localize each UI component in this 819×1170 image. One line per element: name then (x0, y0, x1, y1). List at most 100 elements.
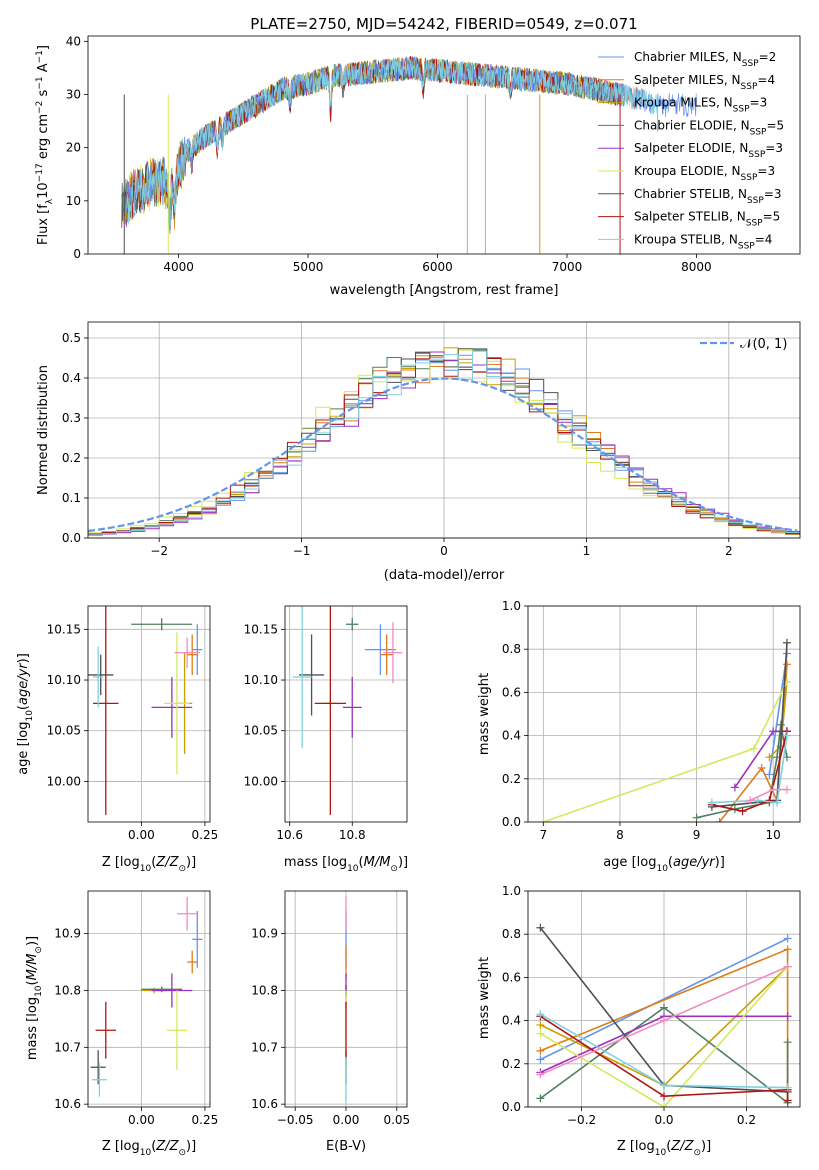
age-Z-xlabel: Z [log10(Z/Z⊙)] (102, 855, 196, 874)
mass-weight-marker-kroupa_stelib (707, 798, 716, 807)
y-tick-label: 10.9 (251, 927, 278, 941)
legend-normal-label: 𝒩(0, 1) (740, 337, 787, 352)
residuals-ylabel: Normed distribution (36, 365, 51, 495)
y-tick-label: 0.6 (502, 685, 521, 699)
mass-weight-marker-kroupa_miles (765, 753, 774, 762)
axes-frame (527, 605, 801, 823)
y-tick-label: 10.00 (47, 774, 81, 788)
mass-weight-marker-salpeter_miles (757, 764, 766, 772)
axes-mass_vs_ebv: −0.05 0.00 0.05 10.6 10.7 10.8 10.9 (251, 890, 410, 1127)
mass-weight-marker-kroupa_stelib (782, 731, 791, 740)
x-tick-label: −0.05 (277, 1113, 314, 1127)
mw-age-xlabel: age [log10(age/yr)] (603, 855, 725, 874)
spectrum-xlabel: wavelength [Angstrom, rest frame] (330, 283, 559, 298)
mass-weight-line-kroupa_stelib (711, 735, 788, 804)
x-tick-label: 8 (616, 828, 624, 842)
y-tick-label: 10 (66, 194, 81, 208)
x-tick-label: 0.05 (383, 1113, 410, 1127)
y-tick-label: 10.05 (47, 724, 81, 738)
mass-weight-marker-chabrier_elodie (692, 813, 701, 822)
age-Z-ylabel: age [log10(age/yr)] (16, 653, 35, 775)
mass-weight-marker-pink_extra (769, 785, 778, 794)
y-tick-label: 0.0 (502, 1100, 521, 1114)
histogram-kroupa_stelib (88, 350, 800, 536)
y-tick-label: 0.8 (502, 927, 521, 941)
axes-frame (87, 890, 211, 1108)
mass-weight-marker-kroupa_stelib (773, 798, 782, 807)
y-tick-label: 0.2 (502, 772, 521, 786)
axes-age_vs_Z: 0.00 0.25 10.00 10.05 10.10 10.15 (47, 605, 218, 842)
mass-weight-line-salpeter_stelib (711, 731, 788, 813)
axes-age_vs_mass: 10.6 10.8 10.00 10.05 10.10 10.15 (244, 605, 408, 842)
mass-ebv-xlabel: E(B-V) (326, 1139, 366, 1154)
y-tick-label: 0.1 (62, 491, 81, 505)
x-tick-label: 1 (583, 544, 591, 558)
mw-Z-xlabel: Z [log10(Z/Z⊙)] (617, 1139, 711, 1158)
legend-label-kroupa_elodie: Kroupa ELODIE, NSSP=3 (634, 164, 775, 183)
spectrum-line-kroupa_stelib (126, 57, 658, 235)
y-tick-label: 10.9 (54, 927, 81, 941)
mw-age-ylabel: mass weight (477, 673, 492, 755)
legend-label-kroupa_stelib: Kroupa STELIB, NSSP=4 (634, 232, 772, 251)
x-tick-label: 8000 (681, 260, 712, 274)
mass-weight-marker-pink_extra (536, 1070, 545, 1079)
y-tick-label: 10.05 (244, 724, 278, 738)
y-tick-label: 0.6 (502, 970, 521, 984)
y-tick-label: 0.0 (502, 815, 521, 829)
mass-weight-marker-chabrier_miles (765, 770, 774, 779)
mass-weight-marker-salpeter_stelib (738, 807, 747, 816)
axes-frame (87, 321, 801, 539)
y-tick-label: 0.0 (62, 531, 81, 545)
mass-weight-marker-kroupa_stelib (753, 796, 762, 805)
mass-Z-xlabel: Z [log10(Z/Z⊙)] (102, 1139, 196, 1158)
x-tick-label: 0.00 (333, 1113, 360, 1127)
plot-area (121, 56, 697, 254)
y-tick-label: 10.6 (54, 1097, 81, 1111)
x-tick-label: 6000 (422, 260, 453, 274)
x-tick-label: 4000 (163, 260, 194, 274)
y-tick-label: 10.6 (251, 1097, 278, 1111)
y-tick-label: 10.15 (47, 622, 81, 636)
legend-label-kroupa_miles: Kroupa MILES, NSSP=3 (634, 96, 767, 115)
x-tick-label: 9 (693, 828, 701, 842)
y-tick-label: 10.15 (244, 622, 278, 636)
plot-area (539, 638, 791, 822)
mass-weight-marker-salpeter_miles (783, 945, 792, 954)
mass-weight-marker-salpeter_elodie (730, 783, 739, 792)
mass-weight-marker-kroupa_stelib (660, 1081, 668, 1090)
y-tick-label: 10.10 (244, 673, 278, 687)
x-tick-label: −2 (150, 544, 168, 558)
plot-area (292, 606, 403, 815)
mass-weight-marker-kroupa_miles (536, 1020, 545, 1029)
normal-curve (88, 377, 798, 533)
y-tick-label: 0.2 (502, 1057, 521, 1071)
mass-weight-line-chabrier_miles (540, 937, 788, 1061)
mass-weight-marker-chabrier_miles (783, 934, 792, 943)
y-tick-label: 40 (66, 34, 81, 48)
mass-weight-marker-chabrier_elodie (536, 1094, 545, 1103)
y-tick-label: 10.8 (54, 983, 81, 997)
x-tick-label: 0.00 (128, 828, 155, 842)
mass-weight-marker-salpeter_stelib (765, 796, 774, 805)
x-tick-label: 7 (540, 828, 548, 842)
mass-weight-marker-kroupa_elodie (660, 1103, 668, 1107)
mass-weight-line-kroupa_elodie (539, 966, 789, 1107)
x-tick-label: −1 (293, 544, 311, 558)
y-tick-label: 10.10 (47, 673, 81, 687)
x-tick-label: 5000 (293, 260, 324, 274)
mass-weight-marker-salpeter_miles (536, 1046, 545, 1055)
x-tick-label: 0.25 (192, 1113, 219, 1127)
y-tick-label: 1.0 (502, 599, 521, 613)
mass-weight-marker-pink_extra (746, 796, 755, 805)
age-mass-xlabel: mass [log10(M/M⊙)] (284, 855, 408, 874)
x-tick-label: −0.2 (567, 1113, 596, 1127)
x-tick-label: 7000 (552, 260, 583, 274)
mass-weight-marker-chabrier_miles (536, 1055, 545, 1064)
spectrum-ylabel: Flux [fλ10−17 erg cm−2 s−1 A−1] (35, 45, 55, 245)
axes-mass_weight_vs_Z: −0.2 0.0 0.2 0.0 0.2 0.4 0.6 0.8 1.0 (502, 884, 801, 1127)
axes-frame (527, 890, 801, 1108)
mass-weight-marker-salpeter_stelib (783, 1096, 792, 1105)
axes-mass_weight_vs_age: 7 8 9 10 0.0 0.2 0.4 0.6 0.8 1.0 (502, 599, 801, 842)
mass-weight-marker-salpeter_miles (782, 660, 791, 669)
